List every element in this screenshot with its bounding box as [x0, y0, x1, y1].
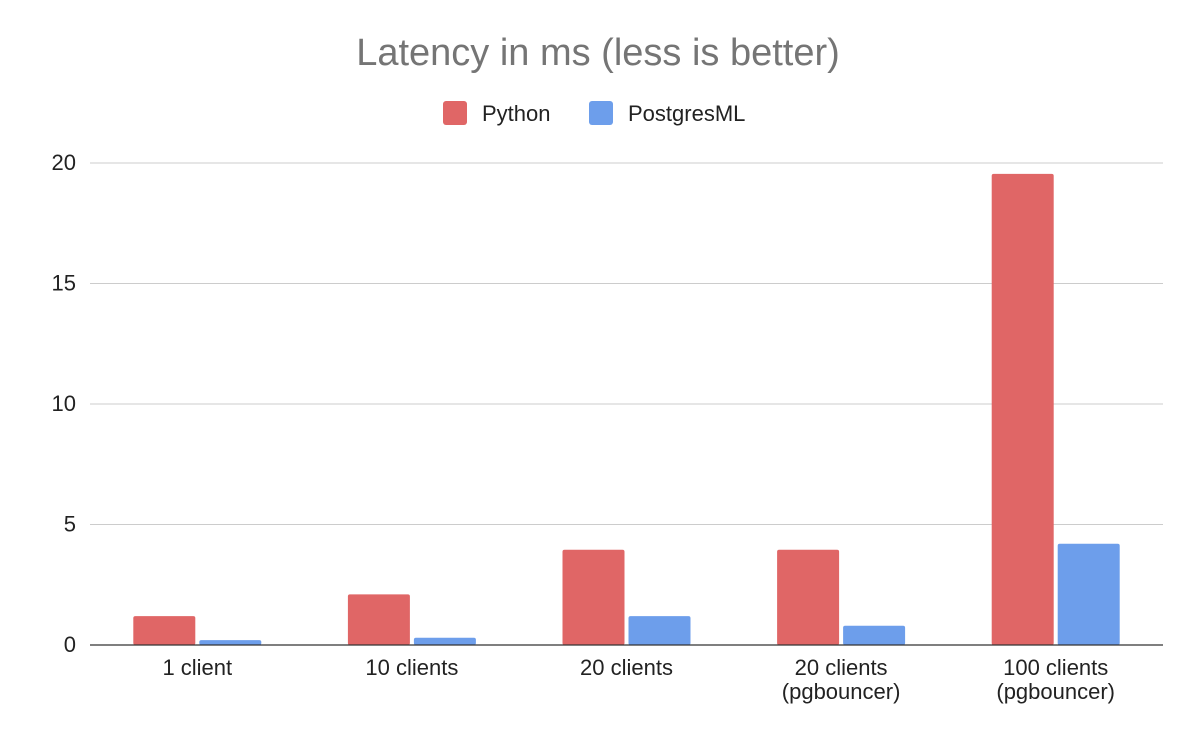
- bar-postgresml-0: [199, 640, 262, 645]
- chart-title: Latency in ms (less is better): [356, 32, 840, 74]
- legend-label-python: Python: [482, 101, 551, 126]
- legend: Python PostgresML: [443, 101, 745, 126]
- bars: [133, 173, 1120, 645]
- x-tick-label: (pgbouncer): [996, 679, 1115, 704]
- y-tick-label: 5: [64, 512, 76, 537]
- bar-postgresml-4: [1057, 543, 1120, 645]
- y-tick-label: 10: [52, 391, 76, 416]
- bar-python-2: [562, 549, 625, 645]
- y-tick-label: 15: [52, 271, 76, 296]
- x-tick-label: 10 clients: [365, 655, 458, 680]
- x-tick-label: 20 clients: [580, 655, 673, 680]
- bar-postgresml-1: [413, 637, 476, 645]
- x-axis-tick-labels: 1 client 10 clients 20 clients 20 clients(p…: [162, 655, 1115, 704]
- bar-python-1: [347, 594, 410, 645]
- bar-python-4: [991, 173, 1054, 645]
- bar-python-3: [777, 549, 840, 645]
- x-tick-label: (pgbouncer): [782, 679, 901, 704]
- legend-swatch-python: [443, 101, 467, 125]
- bar-postgresml-3: [843, 625, 906, 645]
- x-tick-label: 1 client: [162, 655, 232, 680]
- y-axis-tick-labels: 0 5 10 15 20: [52, 150, 76, 657]
- x-tick-label: 20 clients: [795, 655, 888, 680]
- y-tick-label: 20: [52, 150, 76, 175]
- bar-python-0: [133, 616, 196, 645]
- legend-label-postgresml: PostgresML: [628, 101, 745, 126]
- gridlines: [90, 162, 1163, 525]
- x-tick-label: 100 clients: [1003, 655, 1108, 680]
- legend-swatch-postgresml: [589, 101, 613, 125]
- bar-postgresml-2: [628, 616, 691, 645]
- y-tick-label: 0: [64, 632, 76, 657]
